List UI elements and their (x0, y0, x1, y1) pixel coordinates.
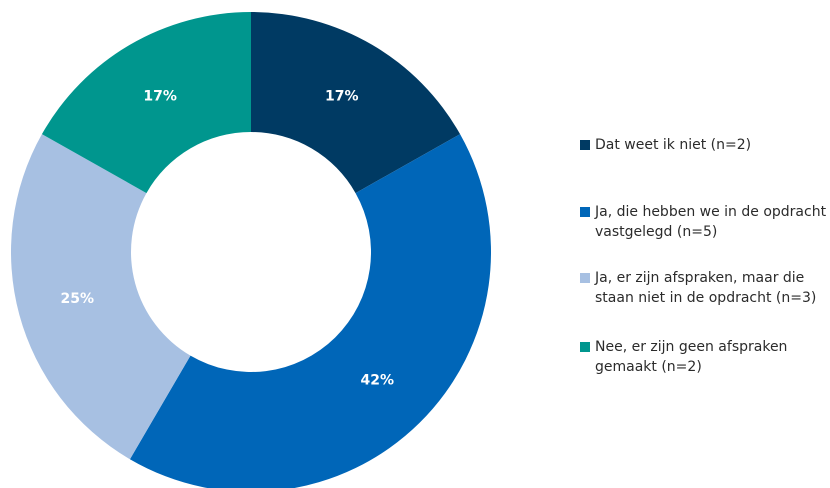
legend-swatch (580, 207, 590, 217)
donut-slices (10, 12, 491, 488)
slice-value-label: 42% (361, 372, 395, 388)
legend-swatch (580, 273, 590, 283)
slice-value-label: 17% (325, 89, 359, 105)
legend-label: Ja, er zijn afspraken, maar die staan ni… (595, 270, 817, 306)
donut-slice (10, 134, 191, 460)
legend-swatch (580, 140, 590, 150)
slice-value-label: 25% (60, 291, 94, 307)
donut-chart: 17% 42% 25% 17% (10, 12, 491, 488)
legend-item: Nee, er zijn geen afspraken gemaakt (n=2… (580, 337, 827, 377)
legend-label: Ja, die hebben we in de opdracht vastgel… (595, 204, 827, 240)
donut-slice (129, 134, 491, 488)
legend-item: Ja, er zijn afspraken, maar die staan ni… (580, 268, 827, 308)
legend-item: Ja, die hebben we in de opdracht vastgel… (580, 202, 827, 242)
slice-labels: 17% 42% 25% 17% (60, 89, 394, 389)
donut-slice (251, 12, 461, 194)
legend-item: Dat weet ik niet (n=2) (580, 135, 827, 155)
legend-swatch (580, 342, 590, 352)
slice-value-label: 17% (143, 89, 177, 105)
legend-label: Dat weet ik niet (n=2) (595, 137, 752, 153)
legend-label: Nee, er zijn geen afspraken gemaakt (n=2… (595, 339, 788, 375)
donut-slice (41, 12, 252, 194)
